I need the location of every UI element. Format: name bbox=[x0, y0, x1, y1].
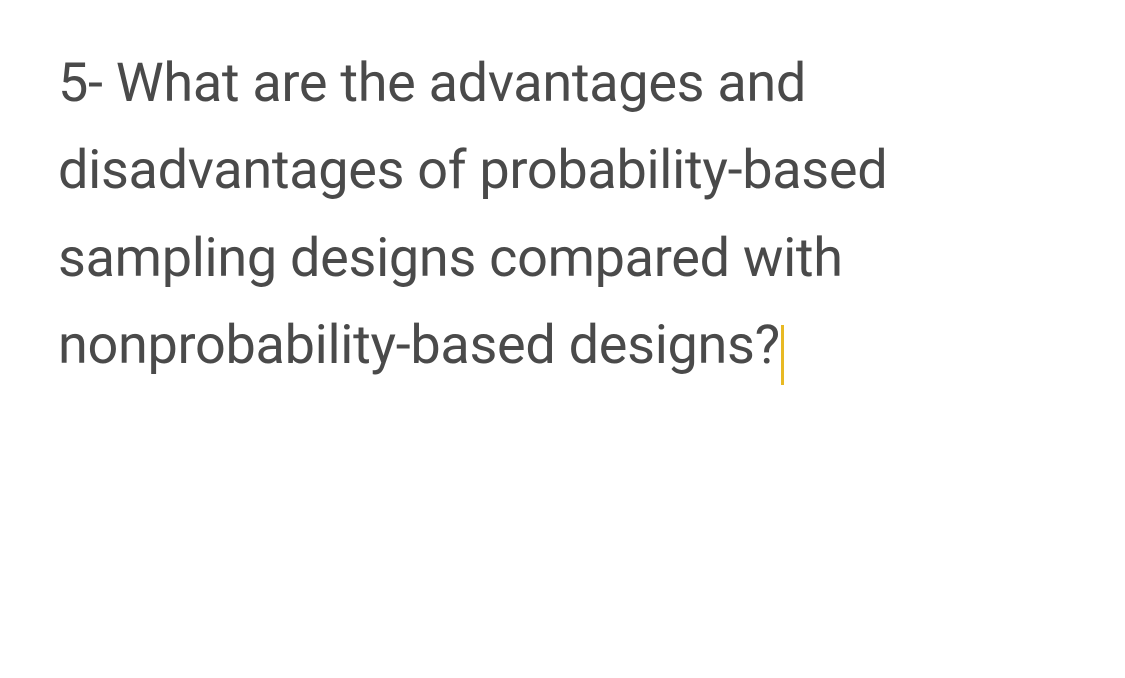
question-container: 5- What are the advantages and disadvant… bbox=[0, 0, 1125, 430]
question-content: 5- What are the advantages and disadvant… bbox=[58, 52, 887, 377]
text-cursor bbox=[781, 325, 784, 385]
question-text[interactable]: 5- What are the advantages and disadvant… bbox=[58, 40, 1065, 390]
